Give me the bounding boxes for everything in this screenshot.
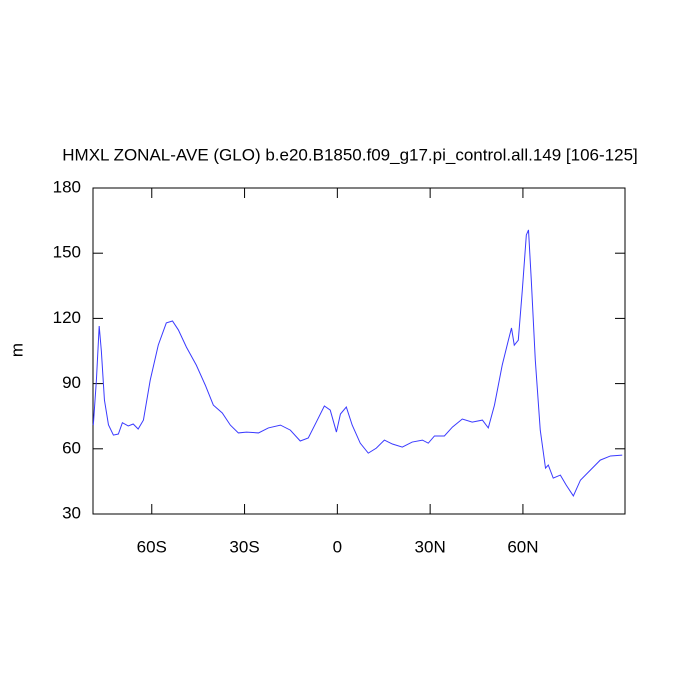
data-line bbox=[92, 229, 623, 497]
y-tick-label: 30 bbox=[62, 503, 81, 522]
plot-frame bbox=[92, 187, 626, 515]
y-tick-label: 60 bbox=[62, 438, 81, 457]
x-tick-label: 30N bbox=[415, 537, 446, 556]
x-tick-label: 0 bbox=[333, 537, 342, 556]
x-tick-label: 60N bbox=[507, 537, 538, 556]
x-tick-label: 30S bbox=[229, 537, 259, 556]
y-tick-label: 150 bbox=[53, 243, 81, 262]
x-tick-label: 60S bbox=[137, 537, 167, 556]
y-tick-label: 90 bbox=[62, 373, 81, 392]
y-axis-label: m bbox=[7, 343, 26, 357]
chart-title: HMXL ZONAL-AVE (GLO) b.e20.B1850.f09_g17… bbox=[62, 145, 638, 164]
y-tick-label: 120 bbox=[53, 308, 81, 327]
y-tick-label: 180 bbox=[53, 177, 81, 196]
